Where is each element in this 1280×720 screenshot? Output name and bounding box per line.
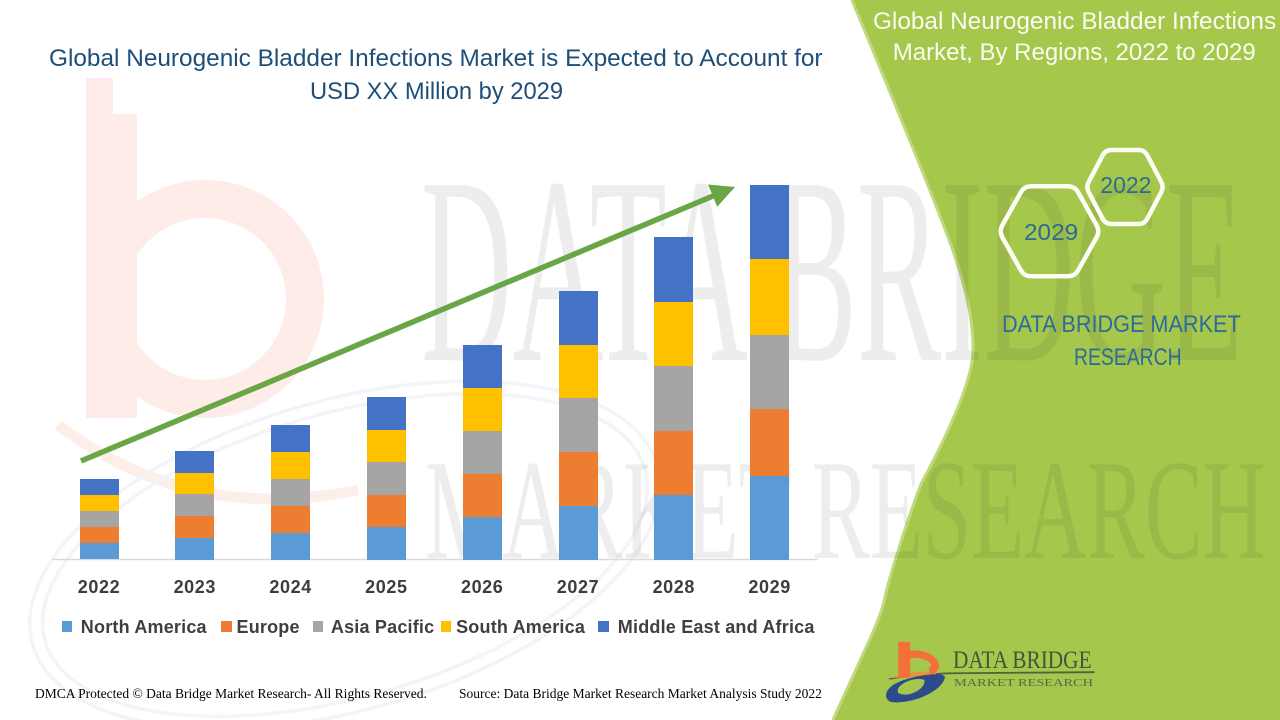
svg-text:DATA BRIDGE: DATA BRIDGE bbox=[953, 645, 1092, 674]
svg-text:MARKET RESEARCH: MARKET RESEARCH bbox=[954, 678, 1093, 689]
